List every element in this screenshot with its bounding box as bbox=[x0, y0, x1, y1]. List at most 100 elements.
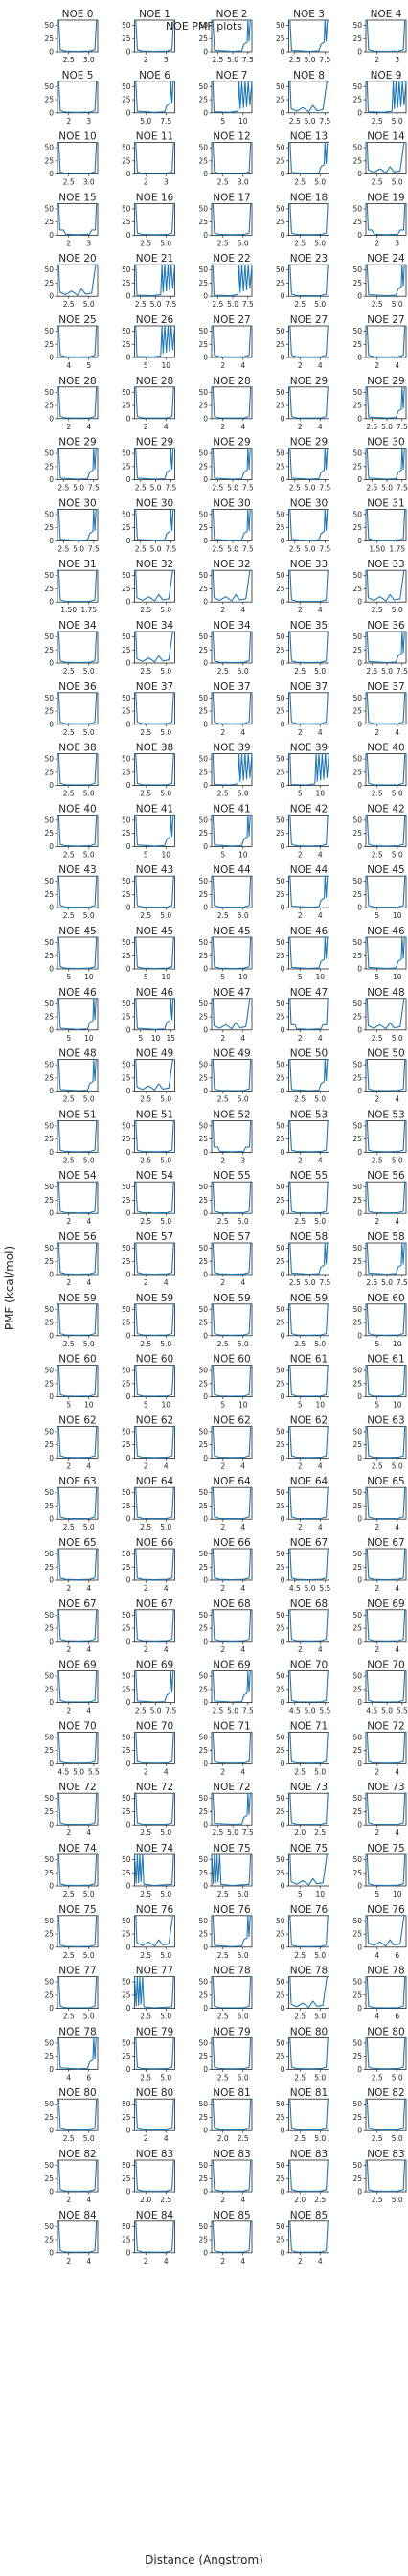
pmf-series-line bbox=[57, 1915, 98, 1947]
subplot-title: NOE 10 bbox=[58, 131, 96, 143]
axes-frame bbox=[288, 325, 329, 358]
x-tick-label: 4 bbox=[86, 1461, 91, 1470]
pmf-series-line bbox=[134, 1609, 175, 1642]
x-tick-label: 7.5 bbox=[319, 56, 330, 64]
x-tick-label: 2 bbox=[220, 2196, 225, 2204]
subplot-title: NOE 41 bbox=[136, 803, 173, 815]
subplot-title: NOE 31 bbox=[58, 559, 96, 570]
x-tick-label: 1.50 bbox=[60, 606, 77, 614]
x-tick-label: 10 bbox=[84, 1034, 94, 1043]
y-tick-label: 0 bbox=[126, 659, 131, 668]
subplot-title: NOE 0 bbox=[62, 9, 94, 20]
axes-frame bbox=[211, 1976, 253, 2010]
y-tick-label: 25 bbox=[122, 1440, 131, 1449]
y-tick-label: 50 bbox=[122, 1000, 131, 1008]
pmf-series-line bbox=[134, 202, 175, 236]
y-tick-label: 25 bbox=[44, 1930, 54, 1939]
y-tick-label: 25 bbox=[44, 646, 54, 655]
x-tick-label: 5.0 bbox=[314, 2134, 326, 2143]
x-tick-label: 10 bbox=[161, 1401, 170, 1410]
pmf-series-line bbox=[366, 1242, 406, 1276]
axes-frame bbox=[288, 1853, 329, 1887]
y-tick-label: 25 bbox=[122, 2113, 131, 2122]
y-tick-label: 50 bbox=[276, 265, 285, 274]
x-tick-label: 4 bbox=[318, 1156, 323, 1164]
y-tick-label: 0 bbox=[203, 842, 208, 851]
x-tick-label: 2.5 bbox=[217, 1095, 229, 1104]
x-tick-label: 5.0 bbox=[238, 1951, 249, 1960]
x-tick-label: 2.5 bbox=[212, 56, 223, 64]
pmf-series-line bbox=[211, 1853, 252, 1887]
x-tick-label: 5.0 bbox=[160, 1156, 171, 1164]
x-tick-label: 5.0 bbox=[305, 1278, 316, 1287]
pmf-series-line bbox=[57, 2220, 98, 2253]
x-tick-label: 2.5 bbox=[63, 728, 75, 737]
y-tick-label: 25 bbox=[198, 1502, 208, 1510]
pmf-series-line bbox=[57, 264, 98, 296]
y-tick-label: 50 bbox=[122, 1611, 131, 1620]
y-tick-label: 25 bbox=[44, 96, 54, 104]
y-tick-label: 50 bbox=[276, 877, 285, 886]
x-tick-label: 2 bbox=[144, 423, 148, 431]
subplot-title: NOE 29 bbox=[213, 437, 250, 448]
y-tick-label: 50 bbox=[44, 632, 54, 641]
y-tick-label: 50 bbox=[276, 1061, 285, 1070]
subplot-title: NOE 12 bbox=[213, 131, 250, 143]
y-tick-label: 0 bbox=[49, 2188, 54, 2196]
subplot-title: NOE 37 bbox=[367, 681, 404, 693]
y-tick-label: 50 bbox=[44, 755, 54, 764]
y-tick-label: 0 bbox=[357, 720, 362, 728]
y-tick-label: 50 bbox=[352, 327, 362, 335]
y-tick-label: 50 bbox=[352, 694, 362, 702]
x-tick-label: 7.5 bbox=[319, 544, 330, 553]
y-tick-label: 0 bbox=[126, 598, 131, 607]
pmf-series-line bbox=[288, 264, 329, 297]
subplot-title: NOE 80 bbox=[290, 2026, 328, 2037]
axes-frame bbox=[211, 1426, 253, 1459]
x-tick-label: 7.5 bbox=[165, 300, 176, 309]
y-tick-label: 25 bbox=[198, 768, 208, 776]
y-tick-label: 0 bbox=[203, 1392, 208, 1401]
x-tick-label: 4 bbox=[164, 1645, 169, 1654]
y-tick-label: 25 bbox=[44, 1807, 54, 1816]
subplot-title: NOE 60 bbox=[213, 1354, 250, 1366]
x-tick-label: 5 bbox=[144, 361, 148, 370]
pmf-series-line bbox=[57, 1365, 98, 1397]
axes-frame bbox=[211, 448, 253, 481]
pmf-series-line bbox=[366, 1792, 406, 1826]
y-tick-label: 25 bbox=[122, 585, 131, 593]
x-tick-label: 2.0 bbox=[140, 2196, 151, 2204]
y-tick-label: 25 bbox=[276, 1746, 285, 1755]
subplot-title: NOE 67 bbox=[136, 1598, 173, 1610]
subplot-title: NOE 44 bbox=[290, 864, 329, 876]
x-tick-label: 10 bbox=[315, 1890, 325, 1898]
y-tick-label: 25 bbox=[198, 952, 208, 960]
axes-frame bbox=[134, 2220, 175, 2254]
x-tick-label: 2.5 bbox=[140, 790, 151, 798]
y-tick-label: 0 bbox=[281, 1943, 285, 1951]
x-tick-label: 6 bbox=[86, 2073, 91, 2082]
y-tick-label: 50 bbox=[276, 1427, 285, 1436]
subplot-title: NOE 46 bbox=[136, 987, 174, 999]
axes-frame bbox=[134, 875, 175, 908]
subplot-title: NOE 50 bbox=[367, 1048, 404, 1060]
subplot-title: NOE 74 bbox=[58, 1843, 97, 1854]
pmf-series-line bbox=[212, 1365, 252, 1397]
y-tick-label: 25 bbox=[276, 218, 285, 226]
pmf-series-line bbox=[212, 692, 252, 724]
axes-frame bbox=[57, 202, 99, 236]
x-tick-label: 10 bbox=[238, 973, 248, 981]
x-tick-label: 6 bbox=[395, 2012, 399, 2021]
pmf-series-line bbox=[288, 80, 329, 113]
pmf-series-line bbox=[57, 19, 98, 53]
